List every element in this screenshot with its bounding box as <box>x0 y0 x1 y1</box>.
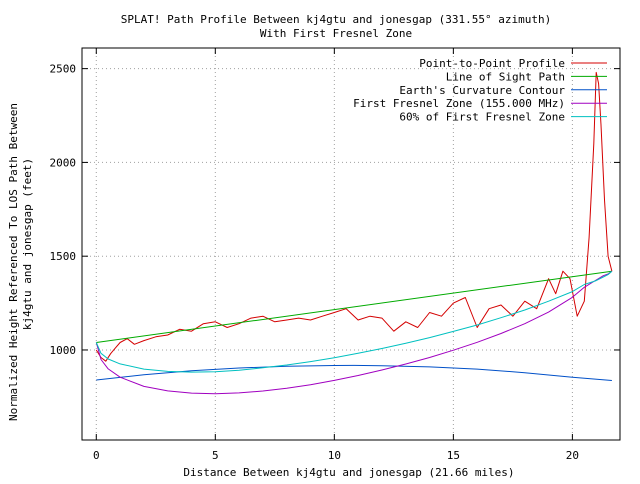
series-line-5 <box>95 270 613 373</box>
y-tick-label: 2000 <box>50 156 77 169</box>
series-line-2 <box>96 270 612 343</box>
y-tick-label: 1500 <box>50 250 77 263</box>
plot-frame <box>81 47 621 441</box>
x-axis-label: Distance Between kj4gtu and jonesgap (21… <box>183 466 514 479</box>
x-tick-label: 15 <box>447 449 460 462</box>
legend-label: First Fresnel Zone (155.000 MHz) <box>353 97 565 110</box>
series-group <box>95 71 613 395</box>
series-line-4 <box>95 270 613 395</box>
x-tick-label: 5 <box>212 449 219 462</box>
x-tick-label: 10 <box>328 449 341 462</box>
y-tick-label: 2500 <box>50 63 77 76</box>
y-axis-label-line1: Normalized Height Referenced To LOS Path… <box>7 103 20 421</box>
y-tick-label: 1000 <box>50 344 77 357</box>
x-tick-label: 0 <box>93 449 100 462</box>
grid <box>82 48 620 440</box>
x-tick-label: 20 <box>566 449 579 462</box>
series-line-1 <box>95 71 613 362</box>
axis-ticks: 0 5 10 15 20 1000 1500 2000 2500 <box>50 48 620 462</box>
legend-label: Point-to-Point Profile <box>419 57 565 70</box>
chart-subtitle: With First Fresnel Zone <box>260 27 412 40</box>
chart-title: SPLAT! Path Profile Between kj4gtu and j… <box>121 13 551 26</box>
series-line-3 <box>96 364 612 381</box>
y-axis-label-line2: kj4gtu and jonesgap (feet) <box>21 158 34 330</box>
legend-label: Line of Sight Path <box>446 70 565 83</box>
legend-label: 60% of First Fresnel Zone <box>399 111 565 124</box>
legend-label: Earth's Curvature Contour <box>399 84 565 97</box>
